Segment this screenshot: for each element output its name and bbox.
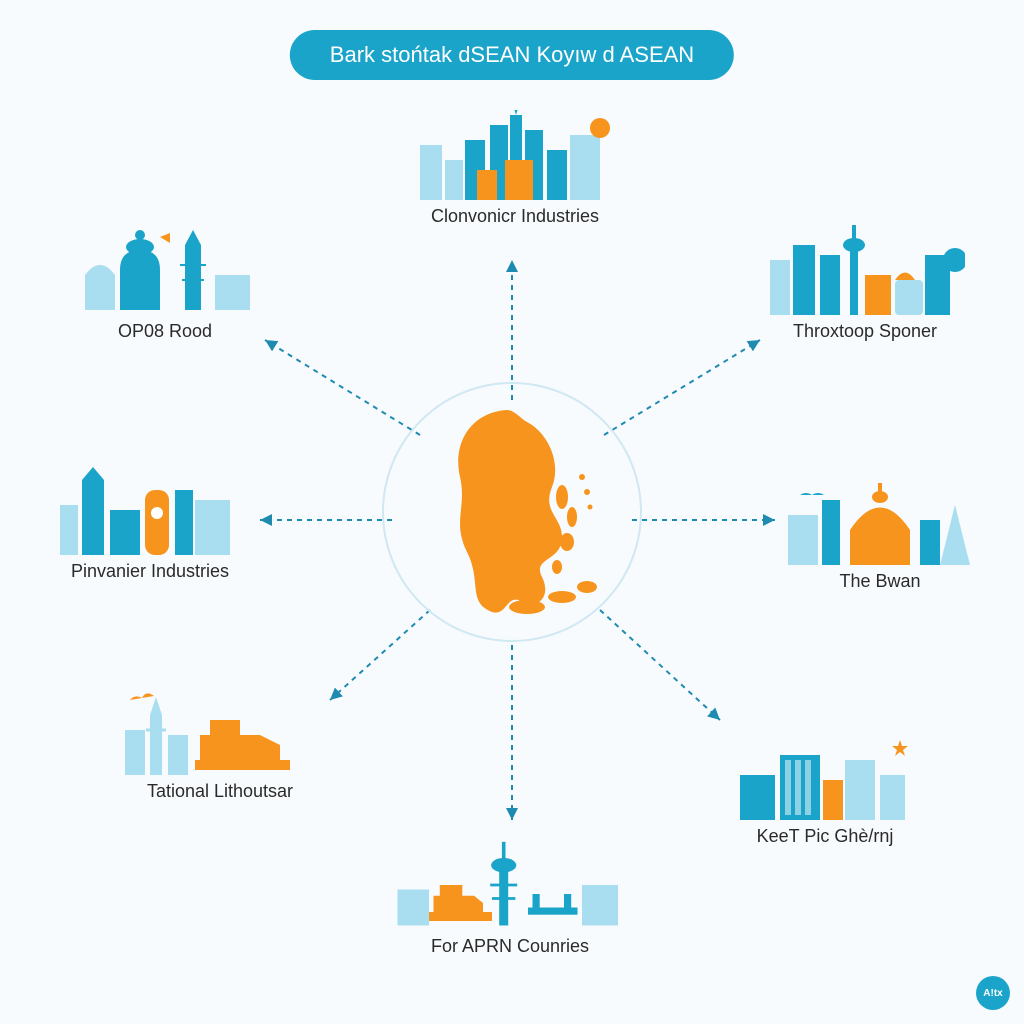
node-mid-right-label: The Bwan: [839, 571, 920, 592]
skyline-bot-left-icon: [120, 685, 320, 775]
node-bot-right-label: KeeT Pic Ghè/rnj: [757, 826, 894, 847]
node-bottom: For APRN Counries: [375, 840, 645, 957]
node-bot-left-label: Tational Lithoutsar: [147, 781, 293, 802]
skyline-mid-right-icon: [780, 475, 980, 565]
node-mid-right: The Bwan: [775, 475, 985, 592]
node-mid-left-label: Pinvanier Industries: [71, 561, 229, 582]
node-top-label: Clonvonicr Industries: [431, 206, 599, 227]
page-title-pill: Bark stońtak dSEAN Koyıw d ASEAN: [290, 30, 734, 80]
node-top-left-label: OP08 Rood: [118, 321, 212, 342]
node-top-left: OP08 Rood: [60, 225, 270, 342]
node-bottom-label: For APRN Counries: [431, 936, 589, 957]
node-mid-left: Pinvanier Industries: [45, 465, 255, 582]
watermark-badge: A!tx: [976, 976, 1010, 1010]
asean-map-icon: [412, 402, 612, 622]
center-globe: [382, 382, 642, 642]
skyline-mid-left-icon: [50, 465, 250, 555]
node-bot-left: Tational Lithoutsar: [115, 685, 325, 802]
skyline-top-left-icon: [65, 225, 265, 315]
skyline-top-right-icon: [765, 225, 965, 315]
node-top: Clonvonicr Industries: [410, 110, 620, 227]
watermark-text: A!tx: [983, 988, 1002, 999]
node-top-right: Throxtoop Sponer: [760, 225, 970, 342]
skyline-bottom-icon: [380, 840, 640, 930]
node-bot-right: KeeT Pic Ghè/rnj: [720, 730, 930, 847]
skyline-top-icon: [415, 110, 615, 200]
skyline-bot-right-icon: [725, 730, 925, 820]
node-top-right-label: Throxtoop Sponer: [793, 321, 937, 342]
